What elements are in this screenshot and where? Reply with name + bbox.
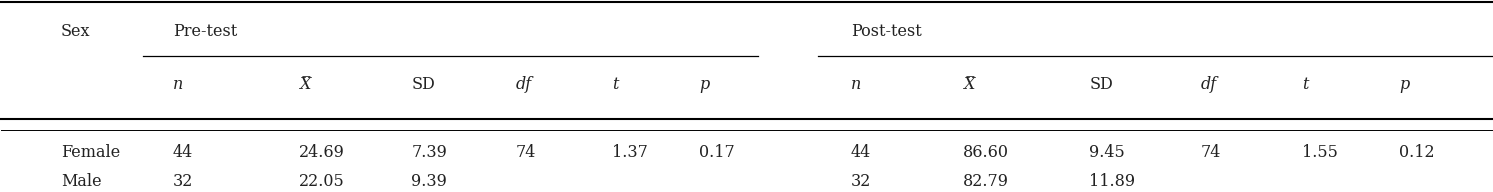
Text: X̅: X̅: [963, 75, 973, 93]
Text: 1.37: 1.37: [612, 143, 648, 161]
Text: 22.05: 22.05: [300, 173, 345, 190]
Text: df: df: [515, 75, 532, 93]
Text: t: t: [1302, 75, 1309, 93]
Text: SD: SD: [411, 75, 434, 93]
Text: SD: SD: [1090, 75, 1112, 93]
Text: 86.60: 86.60: [963, 143, 1009, 161]
Text: X̅: X̅: [300, 75, 311, 93]
Text: Pre-test: Pre-test: [173, 23, 237, 41]
Text: Post-test: Post-test: [851, 23, 921, 41]
Text: 82.79: 82.79: [963, 173, 1009, 190]
Text: Female: Female: [61, 143, 121, 161]
Text: 44: 44: [851, 143, 870, 161]
Text: 0.12: 0.12: [1399, 143, 1435, 161]
Text: 9.39: 9.39: [411, 173, 446, 190]
Text: 74: 74: [1200, 143, 1221, 161]
Text: p: p: [699, 75, 709, 93]
Text: 11.89: 11.89: [1090, 173, 1135, 190]
Text: Sex: Sex: [61, 23, 91, 41]
Text: n: n: [851, 75, 861, 93]
Text: Male: Male: [61, 173, 102, 190]
Text: n: n: [173, 75, 184, 93]
Text: 0.17: 0.17: [699, 143, 735, 161]
Text: 7.39: 7.39: [411, 143, 446, 161]
Text: 1.55: 1.55: [1302, 143, 1338, 161]
Text: 9.45: 9.45: [1090, 143, 1126, 161]
Text: df: df: [1200, 75, 1217, 93]
Text: 44: 44: [173, 143, 193, 161]
Text: 24.69: 24.69: [300, 143, 345, 161]
Text: 74: 74: [515, 143, 536, 161]
Text: 32: 32: [173, 173, 193, 190]
Text: 32: 32: [851, 173, 872, 190]
Text: t: t: [612, 75, 618, 93]
Text: p: p: [1399, 75, 1409, 93]
